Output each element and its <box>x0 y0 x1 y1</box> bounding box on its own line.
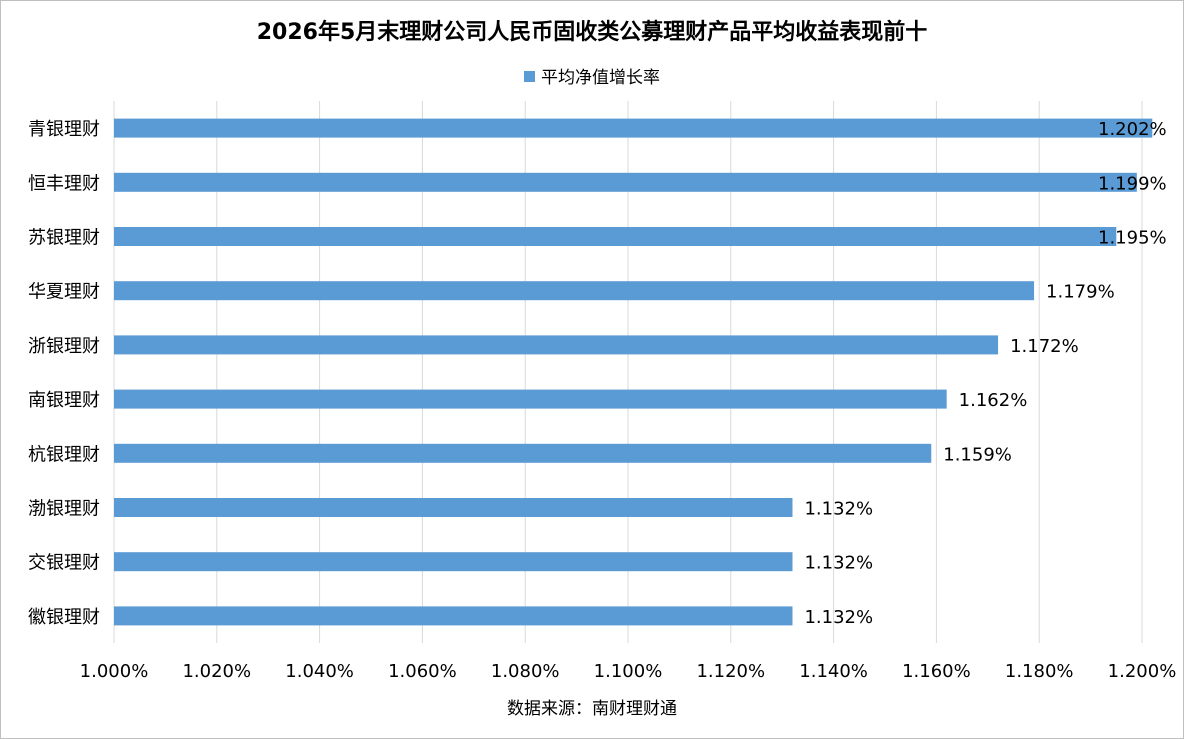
legend-label: 平均净值增长率 <box>541 68 660 88</box>
data-label: 1.132% <box>804 607 873 628</box>
x-tick-label: 1.100% <box>594 661 663 682</box>
x-tick-label: 1.080% <box>491 661 560 682</box>
x-tick-label: 1.060% <box>388 661 457 682</box>
bar <box>114 172 1137 192</box>
data-label: 1.179% <box>1046 282 1115 303</box>
legend-swatch <box>524 71 535 82</box>
bar <box>114 227 1117 246</box>
data-label: 1.162% <box>959 390 1028 411</box>
x-tick-label: 1.200% <box>1108 661 1177 682</box>
x-tick-label: 1.140% <box>799 661 868 682</box>
x-tick-label: 1.020% <box>182 661 251 682</box>
x-tick-label: 1.000% <box>80 661 149 682</box>
category-label: 交银理财 <box>28 553 100 574</box>
data-label: 1.132% <box>804 499 873 520</box>
data-label: 1.132% <box>804 553 873 574</box>
bar <box>114 118 1153 138</box>
category-label: 苏银理财 <box>28 228 100 249</box>
data-label: 1.199% <box>1098 173 1167 194</box>
x-tick-label: 1.160% <box>902 661 971 682</box>
bar <box>114 389 947 409</box>
bar <box>114 335 999 355</box>
data-label: 1.172% <box>1010 336 1079 357</box>
bar <box>114 606 793 626</box>
category-label: 浙银理财 <box>28 336 100 357</box>
category-label: 青银理财 <box>28 119 100 140</box>
bar <box>114 281 1035 301</box>
category-label: 南银理财 <box>28 390 100 411</box>
x-tick-label: 1.040% <box>285 661 354 682</box>
chart-title: 2026年5月末理财公司人民币固收类公募理财产品平均收益表现前十 <box>256 20 928 45</box>
category-label: 华夏理财 <box>28 282 100 303</box>
data-label: 1.195% <box>1098 228 1167 249</box>
category-label: 杭银理财 <box>28 444 100 465</box>
category-label: 恒丰理财 <box>28 173 100 194</box>
data-label: 1.159% <box>943 444 1012 465</box>
x-tick-label: 1.120% <box>696 661 765 682</box>
category-label: 徽银理财 <box>28 607 100 628</box>
source-note: 数据来源：南财理财通 <box>507 699 677 719</box>
bar <box>114 498 793 517</box>
bar <box>114 443 932 463</box>
data-label: 1.202% <box>1098 119 1167 140</box>
bar <box>114 552 793 572</box>
x-tick-label: 1.180% <box>1005 661 1074 682</box>
category-label: 渤银理财 <box>28 499 100 520</box>
legend: 平均净值增长率 <box>0 63 1184 88</box>
